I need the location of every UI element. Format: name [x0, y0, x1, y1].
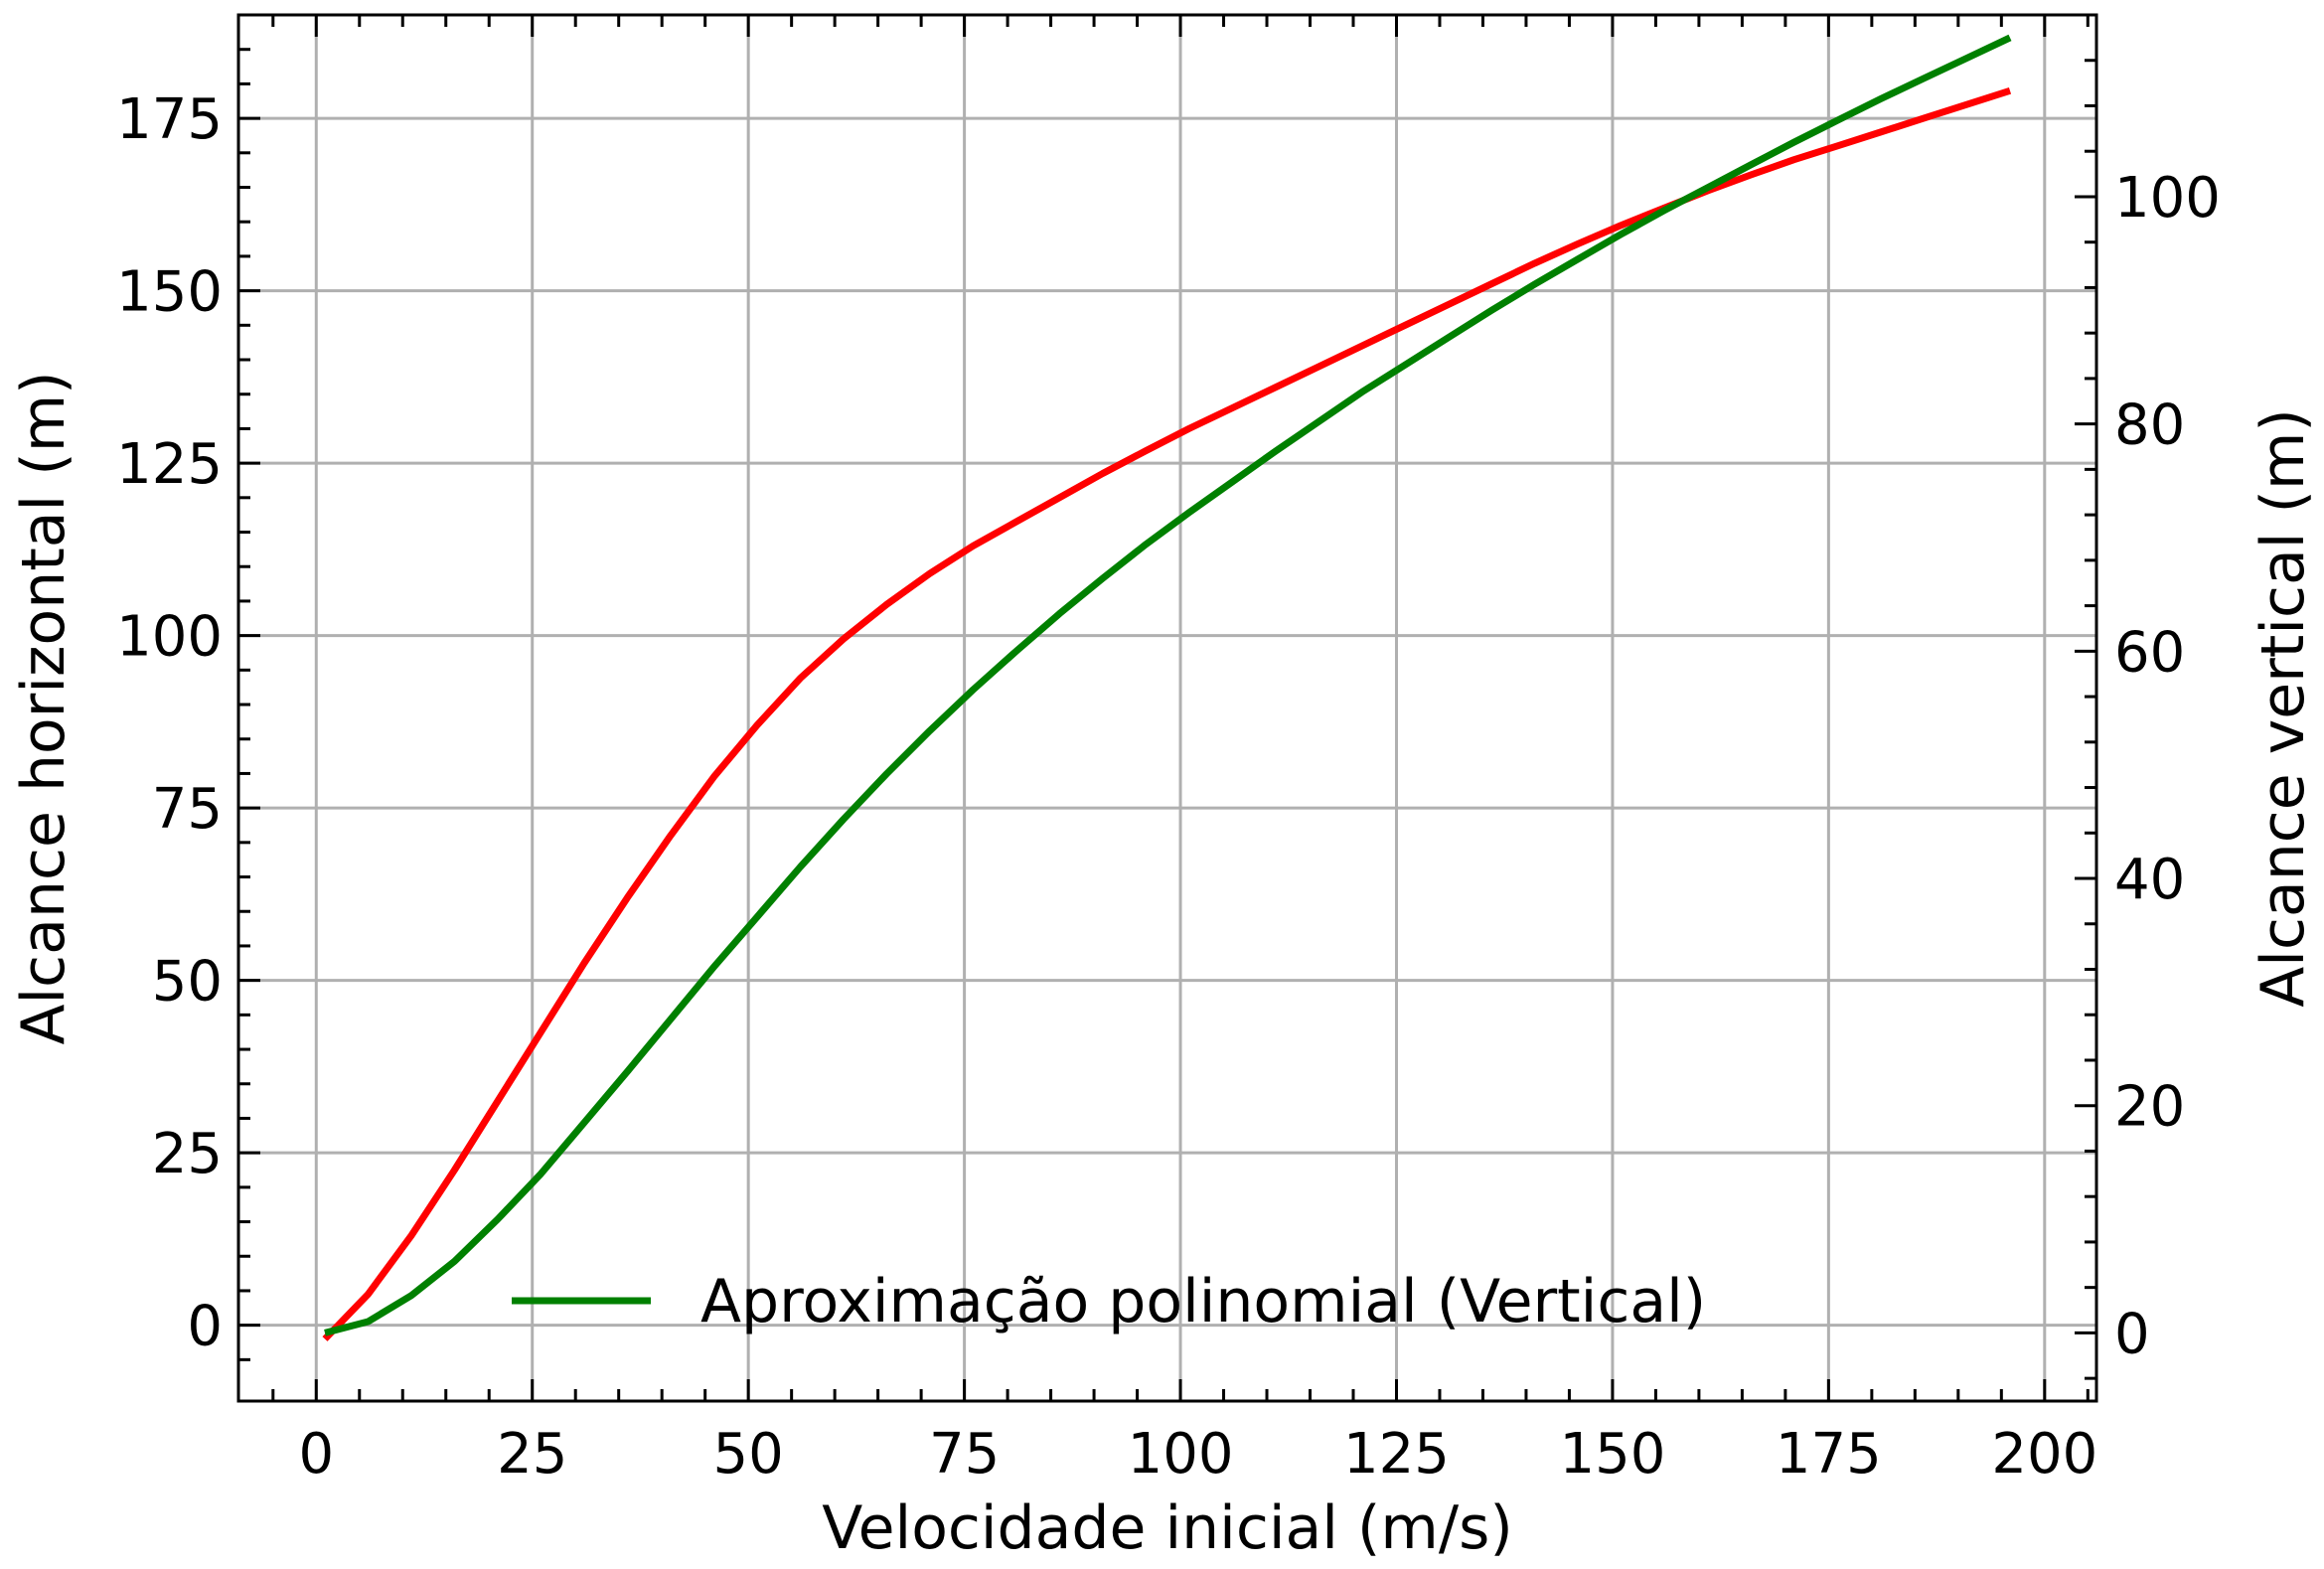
y-tick-label: 150 [116, 260, 223, 325]
y2-axis-title: Alcance vertical (m) [2248, 408, 2318, 1008]
legend-label: Aproximação polinomial (Vertical) [700, 1267, 1706, 1336]
x-tick-label: 0 [298, 1422, 334, 1487]
grid [238, 15, 2096, 1401]
x-tick-label: 25 [497, 1422, 567, 1487]
legend: Aproximação polinomial (Vertical) [512, 1267, 1706, 1336]
x-tick-label: 125 [1343, 1422, 1450, 1487]
y2-tick-label: 0 [2114, 1302, 2150, 1366]
ticks [238, 15, 2096, 1401]
x-axis-title: Velocidade inicial (m/s) [822, 1493, 1513, 1563]
x-tick-label: 100 [1128, 1422, 1234, 1487]
series-line-vertical [324, 34, 2012, 1336]
y-tick-label: 25 [152, 1122, 223, 1186]
y2-tick-label: 40 [2114, 848, 2185, 912]
y-tick-label: 175 [116, 87, 223, 152]
tick-labels: 0 25 50 75 100 125 150 175 200025507510012515017… [116, 87, 2221, 1487]
y2-tick-label: 80 [2114, 393, 2185, 458]
x-tick-label: 50 [713, 1422, 784, 1487]
y2-tick-label: 20 [2114, 1075, 2185, 1140]
x-tick-label: 200 [1991, 1422, 2097, 1487]
y-tick-label: 50 [152, 950, 223, 1015]
series-line-horizontal [322, 86, 2012, 1341]
y-tick-label: 125 [116, 432, 223, 497]
y-axis-title: Alcance horizontal (m) [9, 371, 78, 1044]
plot-frame [236, 13, 2098, 1403]
y-tick-label: 75 [152, 777, 223, 842]
y2-tick-label: 100 [2114, 166, 2221, 231]
y-tick-label: 0 [187, 1295, 223, 1359]
x-tick-label: 75 [929, 1422, 1000, 1487]
y2-tick-label: 60 [2114, 620, 2185, 685]
y-tick-label: 100 [116, 605, 223, 670]
series-layer [322, 34, 2012, 1341]
x-tick-label: 150 [1559, 1422, 1665, 1487]
x-tick-label: 175 [1776, 1422, 1882, 1487]
